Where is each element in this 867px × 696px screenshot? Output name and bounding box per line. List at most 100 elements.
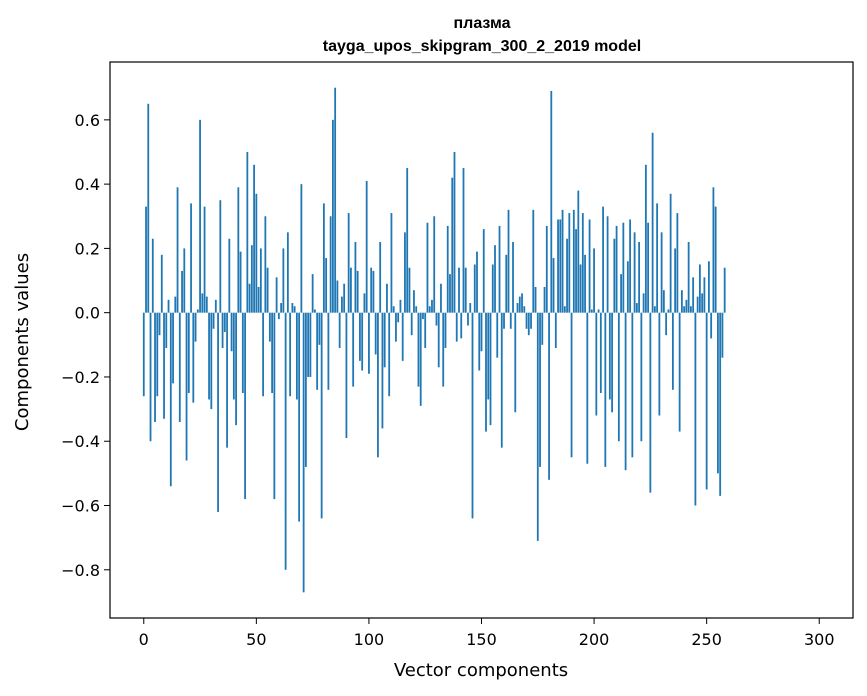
bar-129: [433, 216, 436, 313]
bar-45: [244, 312, 246, 500]
bar-183: [554, 312, 557, 349]
bar-240: [683, 306, 686, 313]
bar-10: [165, 312, 168, 349]
bar-185: [559, 219, 562, 313]
bar-19: [185, 312, 188, 461]
bar-119: [410, 312, 413, 336]
bar-206: [606, 216, 609, 313]
bar-91: [347, 213, 350, 313]
bar-128: [431, 299, 433, 313]
bar-102: [372, 270, 375, 313]
bar-214: [624, 312, 627, 471]
bar-103: [374, 312, 377, 355]
bar-238: [678, 312, 681, 432]
bar-series: [142, 87, 726, 593]
bar-70: [300, 184, 303, 313]
bar-186: [561, 209, 564, 313]
bar-125: [424, 312, 427, 349]
bar-190: [570, 312, 573, 458]
bar-157: [496, 312, 499, 358]
bar-196: [584, 254, 586, 313]
bar-134: [444, 312, 447, 349]
bar-40: [232, 312, 235, 400]
bar-203: [599, 312, 602, 394]
x-tick-label: 150: [466, 630, 497, 649]
bar-162: [507, 209, 510, 313]
bar-198: [588, 219, 591, 313]
bar-175: [536, 312, 539, 541]
bar-144: [467, 312, 469, 326]
y-tick-label: −0.6: [61, 497, 100, 516]
bar-204: [602, 206, 604, 313]
bar-168: [521, 293, 523, 313]
bar-4: [151, 238, 154, 313]
bar-113: [397, 312, 400, 323]
bar-36: [223, 312, 226, 332]
bar-241: [685, 299, 688, 313]
bar-163: [509, 312, 512, 329]
bar-197: [586, 312, 589, 464]
bar-199: [590, 309, 593, 313]
bar-22: [192, 312, 195, 403]
bar-9: [163, 312, 165, 419]
bar-43: [239, 251, 242, 313]
bar-89: [343, 283, 346, 313]
bar-147: [473, 264, 476, 313]
bar-107: [383, 312, 386, 368]
bar-242: [687, 241, 690, 313]
bar-217: [631, 312, 634, 458]
y-axis: −0.8 −0.6 −0.4 −0.2 0.0 0.2 0.4 0.6: [61, 111, 110, 580]
bar-221: [640, 312, 643, 442]
bar-17: [181, 270, 183, 313]
bar-31: [212, 312, 215, 329]
bar-161: [505, 254, 508, 313]
bar-67: [293, 306, 296, 313]
bar-251: [708, 261, 710, 313]
bar-101: [370, 267, 373, 313]
bar-227: [653, 306, 656, 313]
bar-231: [662, 290, 665, 313]
bar-29: [208, 312, 210, 400]
bar-229: [658, 312, 661, 416]
bar-153: [487, 312, 490, 400]
bar-154: [489, 312, 492, 426]
bar-166: [516, 303, 519, 313]
bar-100: [368, 312, 370, 374]
bar-182: [552, 258, 555, 313]
bar-110: [390, 213, 393, 313]
bar-49: [253, 164, 255, 313]
bar-155: [491, 264, 494, 313]
bar-228: [656, 203, 659, 313]
bar-219: [635, 303, 638, 313]
bar-130: [435, 312, 438, 326]
bar-24: [196, 309, 199, 313]
bar-152: [485, 312, 487, 432]
bar-139: [455, 312, 458, 342]
bar-73: [307, 312, 310, 377]
bar-69: [298, 312, 301, 522]
bar-209: [613, 238, 616, 313]
bar-149: [478, 312, 481, 371]
x-axis-label: Vector components: [394, 660, 568, 681]
bar-131: [437, 312, 440, 368]
bar-169: [523, 306, 526, 313]
bar-158: [498, 225, 501, 313]
bar-246: [696, 296, 699, 313]
bar-7: [158, 312, 161, 336]
bar-211: [617, 312, 620, 442]
y-tick-label: −0.8: [61, 561, 100, 580]
y-tick-label: −0.2: [61, 368, 100, 387]
bar-48: [250, 245, 253, 313]
chart-subtitle: tayga_upos_skipgram_300_2_2019 model: [323, 38, 641, 55]
bar-177: [541, 312, 544, 345]
y-axis-label: Components values: [12, 253, 33, 431]
bar-124: [422, 312, 424, 320]
bar-35: [221, 312, 224, 349]
bar-148: [476, 251, 478, 313]
bar-173: [532, 209, 535, 313]
bar-39: [230, 312, 233, 352]
bar-71: [302, 312, 305, 593]
bar-249: [703, 277, 706, 313]
bar-167: [518, 296, 521, 313]
bar-46: [246, 151, 249, 313]
